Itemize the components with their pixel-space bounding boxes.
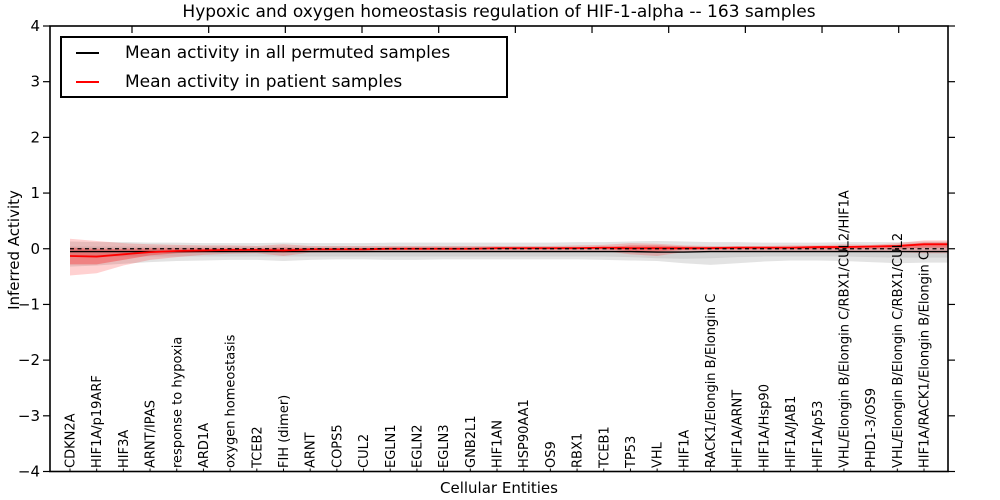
x-tick-label: oxygen homeostasis — [224, 334, 239, 468]
x-tick-label: ARNT/IPAS — [144, 400, 159, 468]
x-tick-label: HIF1A/p53 — [811, 401, 826, 468]
legend-line-permuted-icon — [76, 51, 99, 54]
x-tick-label: EGLN2 — [410, 424, 425, 468]
series-line-mean-activity-in-patient-samples — [69, 243, 948, 258]
legend-label-patient: Mean activity in patient samples — [125, 71, 403, 92]
legend-line-patient-icon — [76, 80, 99, 83]
legend-item-patient: Mean activity in patient samples — [76, 70, 506, 94]
series-line-mean-activity-in-all-permuted-samples — [70, 250, 948, 253]
legend: Mean activity in all permuted samples Me… — [60, 36, 508, 98]
chart-title: Hypoxic and oxygen homeostasis regulatio… — [182, 2, 816, 22]
x-tick-label: response to hypoxia — [170, 337, 185, 468]
legend-label-permuted: Mean activity in all permuted samples — [125, 42, 451, 63]
legend-item-permuted: Mean activity in all permuted samples — [76, 41, 506, 65]
y-tick-label: −1 — [18, 295, 40, 313]
x-tick-label: HIF1AN — [491, 420, 506, 468]
x-tick-label: FIH (dimer) — [277, 395, 292, 468]
y-tick-label: −4 — [18, 463, 40, 481]
y-tick-label: −3 — [18, 407, 40, 425]
x-tick-label: HIF1A — [677, 430, 692, 468]
x-tick-label: OS9 — [544, 441, 559, 468]
x-tick-label: COPS5 — [330, 424, 345, 468]
x-tick-label: ARNT — [304, 432, 319, 468]
x-tick-label: HIF3A — [117, 430, 132, 468]
y-tick-label: 3 — [30, 73, 40, 91]
x-tick-label: TP53 — [624, 436, 639, 469]
x-tick-label: PHD1-3/OS9 — [864, 388, 879, 468]
y-tick-label: 0 — [30, 240, 40, 258]
x-tick-label: HIF1A/Hsp90 — [757, 384, 772, 468]
x-tick-label: TCEB2 — [250, 426, 265, 469]
x-tick-label: RACK1/Elongin B/Elongin C — [704, 294, 719, 468]
y-tick-label: −2 — [18, 351, 40, 369]
x-tick-label: HSP90AA1 — [517, 399, 532, 468]
x-tick-label: HIF1A/ARNT — [731, 390, 746, 468]
x-tick-label: CDKN2A — [64, 413, 79, 468]
y-axis-label: Inferred Activity — [5, 190, 23, 310]
x-tick-label: RBX1 — [571, 433, 586, 468]
x-tick-label: HIF1A/p19ARF — [90, 375, 105, 468]
x-tick-label: EGLN1 — [384, 424, 399, 468]
x-tick-label: ARD1A — [197, 423, 212, 468]
y-tick-label: 1 — [30, 184, 40, 202]
y-tick-label: 4 — [30, 17, 40, 35]
x-tick-label: TCEB1 — [597, 426, 612, 469]
x-tick-label: VHL — [651, 441, 666, 468]
x-tick-label: VHL/Elongin B/Elongin C/RBX1/CUL2/HIF1A — [837, 190, 852, 468]
x-tick-label: HIF1A/JAB1 — [784, 396, 799, 468]
x-tick-label: GNB2L1 — [464, 415, 479, 468]
x-axis-label: Cellular Entities — [440, 479, 558, 497]
x-tick-label: HIF1A/RACK1/Elongin B/Elongin C — [918, 251, 933, 468]
x-tick-label: VHL/Elongin B/Elongin C/RBX1/CUL2 — [891, 233, 906, 468]
y-tick-label: 2 — [30, 128, 40, 146]
x-tick-label: EGLN3 — [437, 424, 452, 468]
x-tick-label: CUL2 — [357, 434, 372, 468]
